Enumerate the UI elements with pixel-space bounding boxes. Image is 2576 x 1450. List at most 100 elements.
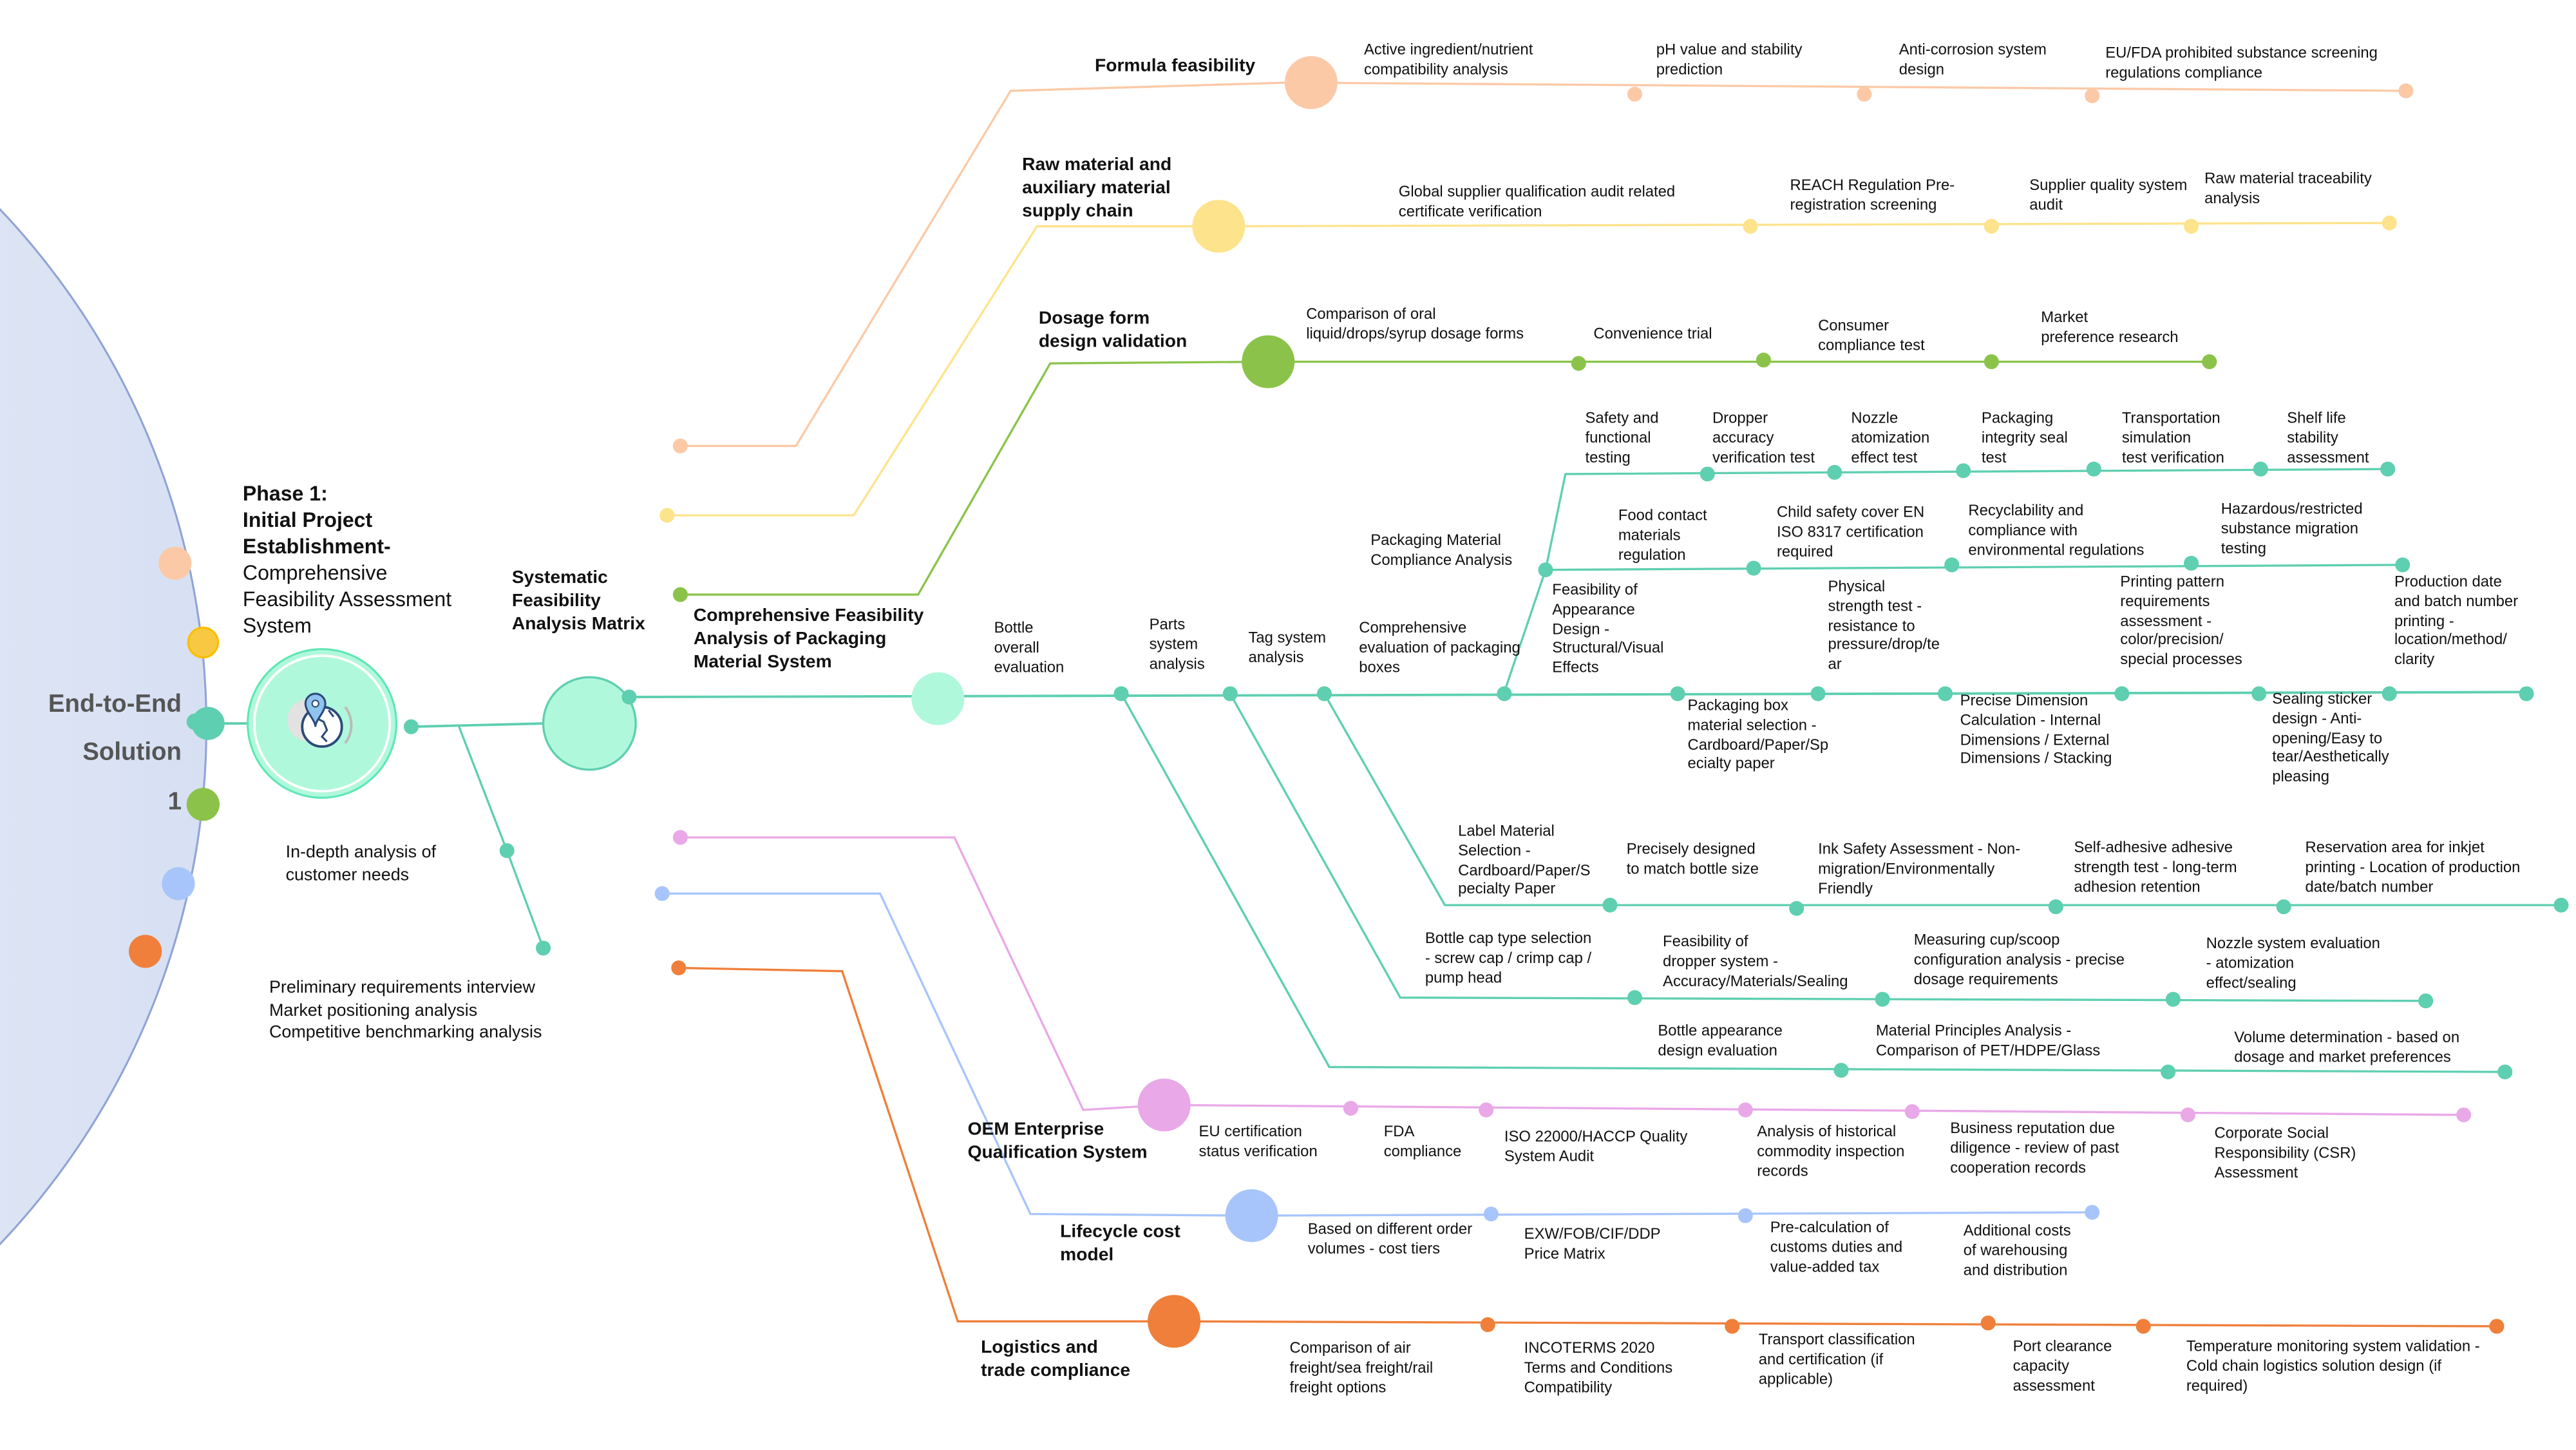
raw-connector <box>667 222 2390 517</box>
raw-item-dot[interactable] <box>2184 218 2199 234</box>
compliance-item-dot[interactable] <box>1538 562 1553 578</box>
oem-start-dot[interactable] <box>672 830 688 845</box>
testing-item-dot[interactable] <box>1700 466 1715 482</box>
packaging-item-dot[interactable] <box>1316 686 1332 701</box>
logistics-item-dot[interactable] <box>1480 1317 1495 1332</box>
formula-item-dot[interactable] <box>1857 86 1872 102</box>
raw-item-dot[interactable] <box>1743 218 1758 234</box>
lifecycle-start-dot[interactable] <box>654 886 670 901</box>
logistics-item-dot[interactable] <box>1980 1315 1996 1331</box>
testing-item-dot[interactable] <box>2380 461 2396 477</box>
packaging-item-dot[interactable] <box>2519 686 2534 701</box>
dosage-hub-node[interactable] <box>1242 335 1295 388</box>
hub-circle <box>0 207 207 1246</box>
testing-item-dot[interactable] <box>1956 463 1971 479</box>
raw-start-dot[interactable] <box>659 508 675 523</box>
packaging-item-dot[interactable] <box>2114 686 2130 701</box>
oem-item-dot[interactable] <box>1904 1104 1920 1120</box>
logistics-item-dot[interactable] <box>2489 1319 2505 1334</box>
dosage-item-dot[interactable] <box>1756 352 1771 368</box>
testing-item-dot[interactable] <box>2086 461 2101 477</box>
compliance-item-dot[interactable] <box>1944 557 1960 573</box>
packaging-item-dot[interactable] <box>1937 686 1953 701</box>
needs-activities: Preliminary requirements interview Marke… <box>269 977 542 1042</box>
formula-item-dot[interactable] <box>1627 86 1642 102</box>
box-item-label: Production date and batch number printin… <box>2394 573 2519 668</box>
raw-hub-node[interactable] <box>1192 200 1245 253</box>
parts-item-dot[interactable] <box>2165 991 2181 1007</box>
packaging-item-dot[interactable] <box>1497 686 1512 701</box>
parts-item-dot[interactable] <box>1627 990 1642 1006</box>
packaging-item-dot[interactable] <box>2382 686 2397 701</box>
packaging-item-dot[interactable] <box>1810 686 1826 701</box>
packaging-start-dot[interactable] <box>621 689 637 705</box>
packaging-item-dot[interactable] <box>1222 686 1238 701</box>
raw-item-dot[interactable] <box>1984 218 1999 234</box>
node-dot[interactable] <box>499 843 515 859</box>
oem-hub-node[interactable] <box>1137 1078 1191 1132</box>
oem-item-label: FDA compliance <box>1383 1123 1462 1159</box>
compliance-item-dot[interactable] <box>2184 555 2199 571</box>
label-item-dot[interactable] <box>2553 897 2569 913</box>
testing-item-label: Safety and functional testing <box>1585 409 1659 466</box>
hub-node-dot[interactable] <box>186 713 204 730</box>
logistics-item-label: Transport classification and certificati… <box>1758 1331 1915 1387</box>
parts-item-dot[interactable] <box>1875 991 1890 1007</box>
oem-item-dot[interactable] <box>2456 1107 2472 1123</box>
bottle-item-label: Material Principles Analysis - Compariso… <box>1875 1022 2101 1059</box>
label-item-dot[interactable] <box>1602 897 1618 913</box>
parts-item-dot[interactable] <box>2418 993 2434 1009</box>
packaging-item-dot[interactable] <box>1670 686 1685 701</box>
bottle-item-dot[interactable] <box>2161 1064 2176 1080</box>
hub-node-dot[interactable] <box>158 546 192 580</box>
oem-item-dot[interactable] <box>1343 1100 1358 1116</box>
lifecycle-item-dot[interactable] <box>1483 1207 1499 1222</box>
compliance-item-dot[interactable] <box>1746 560 1761 576</box>
node-dot[interactable] <box>403 719 419 734</box>
formula-item-dot[interactable] <box>2398 83 2414 99</box>
oem-item-dot[interactable] <box>1479 1102 1494 1118</box>
formula-item-dot[interactable] <box>2085 88 2100 104</box>
formula-hub-node[interactable] <box>1284 56 1338 110</box>
raw-item-dot[interactable] <box>2382 215 2397 231</box>
oem-item-dot[interactable] <box>2180 1107 2195 1123</box>
logistics-item-label: Port clearance capacity assessment <box>2012 1337 2112 1394</box>
logistics-start-dot[interactable] <box>671 960 687 976</box>
label-item-dot[interactable] <box>2276 899 2291 915</box>
node-dot[interactable] <box>536 940 551 956</box>
formula-start-dot[interactable] <box>672 438 688 453</box>
dosage-item-dot[interactable] <box>1571 356 1586 371</box>
box-item-label: Sealing sticker design - Anti- opening/E… <box>2272 690 2389 785</box>
dosage-item-dot[interactable] <box>2202 354 2217 370</box>
bottle-node[interactable] <box>911 672 965 725</box>
packaging-item-dot[interactable] <box>2251 686 2267 701</box>
matrix-node[interactable] <box>542 676 637 771</box>
dosage-start-dot[interactable] <box>672 587 688 602</box>
logistics-hub-node[interactable] <box>1148 1295 1201 1348</box>
label-item-dot[interactable] <box>1789 901 1804 916</box>
compliance-item-dot[interactable] <box>2395 557 2410 573</box>
lifecycle-item-dot[interactable] <box>1738 1208 1753 1223</box>
lifecycle-item-dot[interactable] <box>2085 1205 2100 1220</box>
lifecycle-hub-node[interactable] <box>1225 1189 1278 1243</box>
hub-node-dot[interactable] <box>187 626 220 659</box>
raw-item-label: REACH Regulation Pre- registration scree… <box>1790 176 1955 213</box>
logistics-item-dot[interactable] <box>2136 1319 2151 1334</box>
testing-item-dot[interactable] <box>1827 464 1842 480</box>
dosage-item-dot[interactable] <box>1984 354 1999 370</box>
dosage-item-label: Market preference research <box>2041 309 2179 345</box>
oem-item-dot[interactable] <box>1738 1102 1753 1118</box>
testing-item-dot[interactable] <box>2253 461 2268 477</box>
hub-node-dot[interactable] <box>162 867 195 901</box>
hub-node-dot[interactable] <box>186 788 220 821</box>
matrix-label: Systematic Feasibility Analysis Matrix <box>511 568 645 634</box>
hub-node-dot[interactable] <box>128 935 162 968</box>
packaging-item-dot[interactable] <box>1113 686 1129 701</box>
logistics-item-dot[interactable] <box>1725 1319 1740 1334</box>
label-item-dot[interactable] <box>2048 899 2063 915</box>
bottle-item-dot[interactable] <box>1833 1062 1849 1078</box>
bottle-item-dot[interactable] <box>2497 1064 2513 1080</box>
parts-analysis-label: Parts system analysis <box>1149 616 1205 672</box>
